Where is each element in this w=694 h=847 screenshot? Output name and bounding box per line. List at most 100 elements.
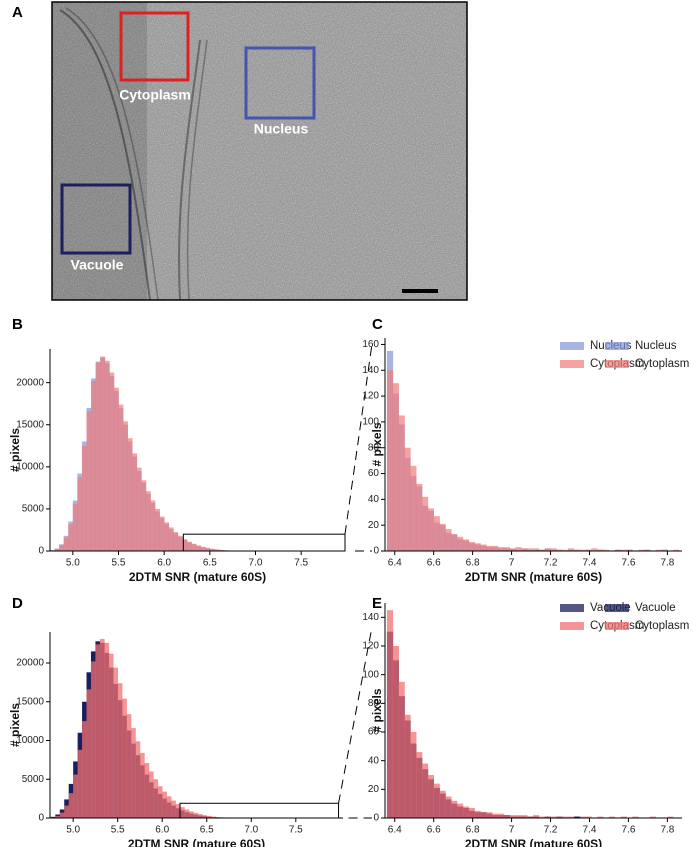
bar bbox=[457, 803, 464, 818]
bar bbox=[527, 548, 534, 551]
bar bbox=[568, 548, 575, 551]
bar bbox=[573, 549, 581, 551]
bar bbox=[462, 539, 470, 551]
bar bbox=[68, 524, 74, 551]
y-tick-label: 10000 bbox=[16, 735, 44, 746]
bar bbox=[579, 816, 586, 818]
histogram: C Nucleus Cytoplasm 6.4 6.6 6.8 7 7.2 7.4 7.6 7.8 0… bbox=[362, 316, 689, 584]
bar bbox=[86, 689, 92, 818]
bar bbox=[533, 548, 540, 551]
y-tick-label: 60 bbox=[368, 727, 380, 738]
bar bbox=[480, 544, 487, 551]
y-tick-label: 160 bbox=[362, 339, 379, 350]
bar bbox=[649, 816, 657, 818]
y-tick-label: 120 bbox=[362, 641, 379, 652]
bar bbox=[131, 728, 136, 818]
x-tick-label: 7.4 bbox=[583, 558, 597, 569]
y-tick-label: 5000 bbox=[22, 504, 45, 515]
bar bbox=[644, 549, 651, 551]
bar bbox=[492, 813, 499, 818]
bar bbox=[562, 816, 569, 818]
bar bbox=[509, 548, 516, 551]
legend-swatch bbox=[605, 342, 629, 350]
x-tick-label: 7.2 bbox=[544, 558, 558, 569]
x-tick-label: 6.5 bbox=[200, 825, 214, 836]
y-tick-label: 20 bbox=[368, 520, 380, 531]
x-tick-label: 7.2 bbox=[544, 825, 558, 836]
zoom-connector bbox=[344, 343, 373, 535]
bar bbox=[136, 467, 142, 551]
panel-label: B bbox=[12, 316, 23, 333]
panel-a: A Cytoplasm Nucleus Vacuole bbox=[12, 1, 468, 301]
bar bbox=[166, 796, 172, 818]
bar bbox=[497, 547, 505, 551]
y-tick-label: 0 bbox=[38, 546, 44, 557]
x-tick-label: 7 bbox=[509, 825, 515, 836]
bar bbox=[673, 549, 680, 551]
x-tick-label: 7.5 bbox=[289, 825, 303, 836]
y-tick-label: 5000 bbox=[22, 774, 45, 785]
histogram: DVacuoleCytoplasm5.05.56.06.57.07.505000… bbox=[8, 595, 644, 847]
histogram: E Vacuole Cytoplasm 6.4 6.6 6.8 7 7.2 7.4 7.6 7.8 0… bbox=[362, 595, 689, 847]
bar bbox=[439, 790, 446, 818]
legend-swatch bbox=[560, 622, 584, 630]
x-axis-label: 2DTM SNR (mature 60S) bbox=[129, 570, 266, 584]
bar bbox=[608, 816, 616, 818]
bar bbox=[533, 815, 540, 818]
bar bbox=[568, 816, 575, 818]
y-tick-label: 10000 bbox=[16, 461, 44, 472]
bar bbox=[550, 816, 557, 818]
bar bbox=[90, 661, 96, 818]
bar bbox=[626, 549, 633, 551]
bar bbox=[95, 362, 101, 551]
panel-label: C bbox=[372, 316, 383, 333]
bar bbox=[492, 545, 499, 551]
bar bbox=[193, 812, 199, 818]
bar bbox=[188, 811, 194, 818]
panel-label: E bbox=[372, 595, 382, 612]
bar bbox=[462, 806, 470, 818]
bar bbox=[211, 816, 216, 818]
bar bbox=[122, 698, 127, 818]
y-tick-label: 40 bbox=[368, 494, 380, 505]
bar bbox=[209, 548, 215, 551]
bar bbox=[162, 791, 167, 818]
bar bbox=[445, 796, 452, 818]
bar bbox=[123, 421, 128, 551]
y-tick-label: 15000 bbox=[16, 419, 44, 430]
bar bbox=[550, 548, 557, 551]
legend-swatch bbox=[560, 360, 584, 368]
bar bbox=[191, 543, 197, 551]
bar bbox=[632, 816, 639, 818]
bar bbox=[538, 549, 545, 551]
y-tick-label: 140 bbox=[362, 612, 379, 623]
bar bbox=[177, 535, 183, 551]
bar bbox=[59, 812, 65, 818]
bar bbox=[164, 522, 170, 551]
bar bbox=[171, 800, 176, 818]
bar bbox=[562, 549, 569, 551]
legend-swatch bbox=[605, 622, 629, 630]
bar bbox=[173, 532, 179, 551]
bar bbox=[614, 549, 621, 551]
bar bbox=[81, 445, 87, 551]
bar bbox=[661, 549, 668, 551]
x-tick-label: 7.6 bbox=[621, 558, 635, 569]
bar bbox=[73, 774, 78, 818]
bar bbox=[591, 548, 598, 551]
bar bbox=[63, 537, 69, 551]
image-frame bbox=[51, 1, 468, 301]
y-tick-label: 100 bbox=[362, 669, 379, 680]
bar bbox=[620, 816, 627, 818]
region-box bbox=[60, 183, 132, 255]
bar bbox=[141, 480, 147, 551]
x-tick-label: 6.4 bbox=[388, 825, 402, 836]
y-tick-label: 20000 bbox=[16, 658, 44, 669]
bar bbox=[180, 807, 185, 818]
bar bbox=[91, 380, 96, 551]
legend-label: Cytoplasm bbox=[635, 358, 689, 370]
bar bbox=[64, 805, 70, 818]
x-tick-label: 7.8 bbox=[660, 558, 674, 569]
y-axis-label: # pixels bbox=[8, 428, 22, 472]
